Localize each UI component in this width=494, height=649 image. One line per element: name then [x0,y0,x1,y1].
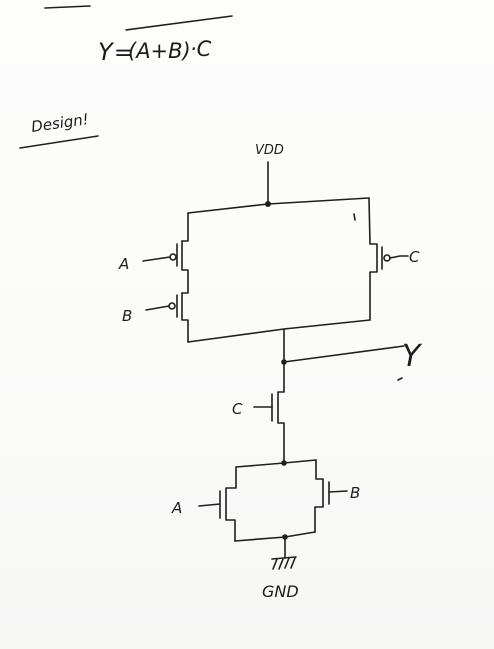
pull-up-network: A B C [118,197,420,343]
pmos-b-gate-wire [145,305,170,311]
ground-hatch [272,557,296,570]
equation-lhs: Y [98,38,115,66]
pmos-b-label: B [122,307,132,325]
pull-up-bottom-rail [187,319,371,343]
pull-up-top-rail [187,197,370,214]
pmos-a-label: A [118,255,129,273]
left-branch-top [181,212,189,242]
nmos-b-gate-wire [328,490,348,493]
ground-symbol: GND [262,536,299,601]
nmos-b-label: B [350,484,360,502]
nmos-transistor-b: B [314,459,360,533]
output-wire [283,345,405,363]
scratch-mark [44,5,91,9]
pmos-c-bubble [383,254,391,262]
pmos-transistor-c: C [368,197,420,321]
nmos-c-channel [277,361,285,463]
pmos-a-bubble [169,253,177,261]
pmos-c-label: C [409,248,420,266]
output-node: Y [281,328,423,381]
pmos-b-bubble [168,302,176,310]
pmos-a-gate-wire [142,256,171,262]
pmos-a-channel [181,240,189,294]
equation-rest: ·C [190,37,212,61]
gnd-label: GND [262,582,299,601]
nmos-b-channel [314,459,324,533]
output-label: Y [402,339,423,374]
boolean-equation: Y = (A+B) ·C [98,15,233,66]
parallel-nmos-network: A B [171,459,360,542]
nmos-transistor-a: A [171,466,237,542]
parallel-top-rail [235,459,317,468]
nmos-c-label: C [232,400,243,418]
design-underline [19,135,99,149]
pmos-b-channel [181,292,189,343]
ground-bar [271,556,297,560]
pmos-c-channel [368,197,378,321]
vdd-label: VDD [255,143,284,158]
nmos-a-label: A [171,499,182,517]
nmos-transistor-c: C [232,361,285,463]
nmos-a-channel [225,466,237,542]
parallel-bottom-rail [234,531,316,542]
output-stray-mark [397,377,403,381]
nmos-a-gate-wire [198,503,221,507]
equation-overbar [125,15,233,31]
equation-equals: = [114,41,132,66]
design-label: Design! [30,110,90,136]
pmos-c-gate-wire [389,255,409,259]
pmos-transistor-b: B [122,292,189,343]
pmos-transistor-a: A [118,240,189,294]
stray-tick [353,213,356,221]
equation-overbar-term: (A+B) [128,39,191,63]
